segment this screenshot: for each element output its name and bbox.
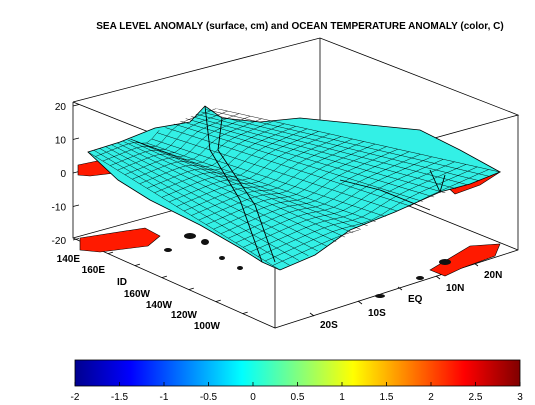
- longitude-tick-mark: [161, 275, 167, 278]
- longitude-tick-mark: [134, 263, 141, 266]
- colorbar-tick-label: 1: [339, 392, 345, 403]
- colorbar: -2 -1.5 -1 -0.5 0 0.5 1 1.5 2 2.5 3: [71, 359, 523, 403]
- z-tick-label: 20: [55, 102, 67, 113]
- latitude-tick-label: 20S: [320, 320, 338, 331]
- mesh-line: [250, 161, 455, 253]
- z-tick-label: 10: [55, 136, 67, 147]
- colorbar-tick-label: -2: [71, 392, 80, 403]
- longitude-tick-label: 160E: [82, 265, 106, 276]
- latitude-tick-label: 10N: [446, 283, 464, 294]
- colorbar-tick-label: -1.5: [111, 392, 129, 403]
- surface-ridges: [204, 105, 446, 263]
- longitude-tick-label: 140E: [57, 254, 81, 265]
- latitude-tick-mark: [357, 300, 363, 305]
- mesh-line: [265, 166, 478, 262]
- mesh-line: [169, 133, 330, 203]
- colorbar-tick-label: -0.5: [200, 392, 218, 403]
- longitude-tick-mark: [188, 287, 194, 290]
- latitude-tick-label: 10S: [368, 308, 386, 319]
- z-tick-label: -20: [52, 236, 67, 247]
- latitude-tick-label: EQ: [408, 294, 423, 305]
- mesh-line: [95, 108, 217, 157]
- land-floor: [79, 227, 501, 277]
- colorbar-tick-label: 0.5: [291, 392, 305, 403]
- chart-title: SEA LEVEL ANOMALY (surface, cm) and OCEA…: [96, 21, 503, 32]
- mesh-line: [243, 159, 444, 248]
- mesh-line: [117, 115, 251, 171]
- mesh-line: [257, 164, 467, 257]
- longitude-tick-mark: [107, 251, 114, 254]
- longitude-tick-label: ID: [117, 277, 127, 288]
- mesh-line: [139, 123, 285, 185]
- mesh-line: [183, 138, 353, 212]
- z-tick-mark: [72, 104, 80, 107]
- colorbar-tick-label: 2.5: [469, 392, 483, 403]
- latitude-tick-mark: [397, 286, 403, 291]
- mesh-line: [235, 156, 432, 244]
- colorbar-tick-label: 1.5: [380, 392, 394, 403]
- mesh-line: [161, 131, 319, 198]
- z-tick-mark: [72, 137, 80, 140]
- floor-anomaly-blobs: [164, 233, 451, 298]
- latitude-tick-label: 20N: [484, 270, 502, 281]
- z-axis: 20 10 0 -10 -20: [52, 102, 80, 247]
- latitude-axis: 20S 10S EQ 10N 20N: [309, 262, 502, 331]
- z-tick-label: 0: [60, 169, 66, 180]
- z-tick-label: -10: [52, 203, 67, 214]
- sea-level-surface: [87, 105, 501, 271]
- latitude-tick-mark: [435, 275, 441, 280]
- mesh-line: [228, 153, 421, 239]
- z-tick-mark: [72, 204, 80, 207]
- longitude-tick-label: 160W: [124, 289, 151, 300]
- mesh-line: [124, 118, 262, 175]
- colorbar-tick-label: 2: [428, 392, 434, 403]
- mesh-line: [176, 136, 342, 207]
- longitude-tick-mark: [215, 299, 221, 302]
- mesh-line: [206, 146, 387, 225]
- colorbar-gradient: [74, 359, 521, 387]
- mesh-line: [191, 141, 364, 216]
- z-tick-mark: [72, 238, 80, 241]
- colorbar-tick-label: 3: [517, 392, 523, 403]
- colorbar-ticks: -2 -1.5 -1 -0.5 0 0.5 1 1.5 2 2.5 3: [71, 382, 523, 403]
- colorbar-tick-label: -1: [160, 392, 169, 403]
- longitude-tick-label: 120W: [171, 310, 198, 321]
- mesh-line: [198, 143, 376, 221]
- mesh-line: [132, 120, 274, 180]
- longitude-tick-label: 140W: [146, 300, 173, 311]
- latitude-tick-mark: [309, 312, 315, 317]
- colorbar-tick-label: 0: [250, 392, 256, 403]
- mesh-line: [213, 148, 398, 230]
- mesh-line: [154, 128, 308, 194]
- mesh-line: [220, 151, 410, 234]
- mesh-line: [110, 113, 240, 166]
- longitude-tick-mark: [242, 311, 248, 314]
- longitude-tick-label: 100W: [194, 321, 221, 332]
